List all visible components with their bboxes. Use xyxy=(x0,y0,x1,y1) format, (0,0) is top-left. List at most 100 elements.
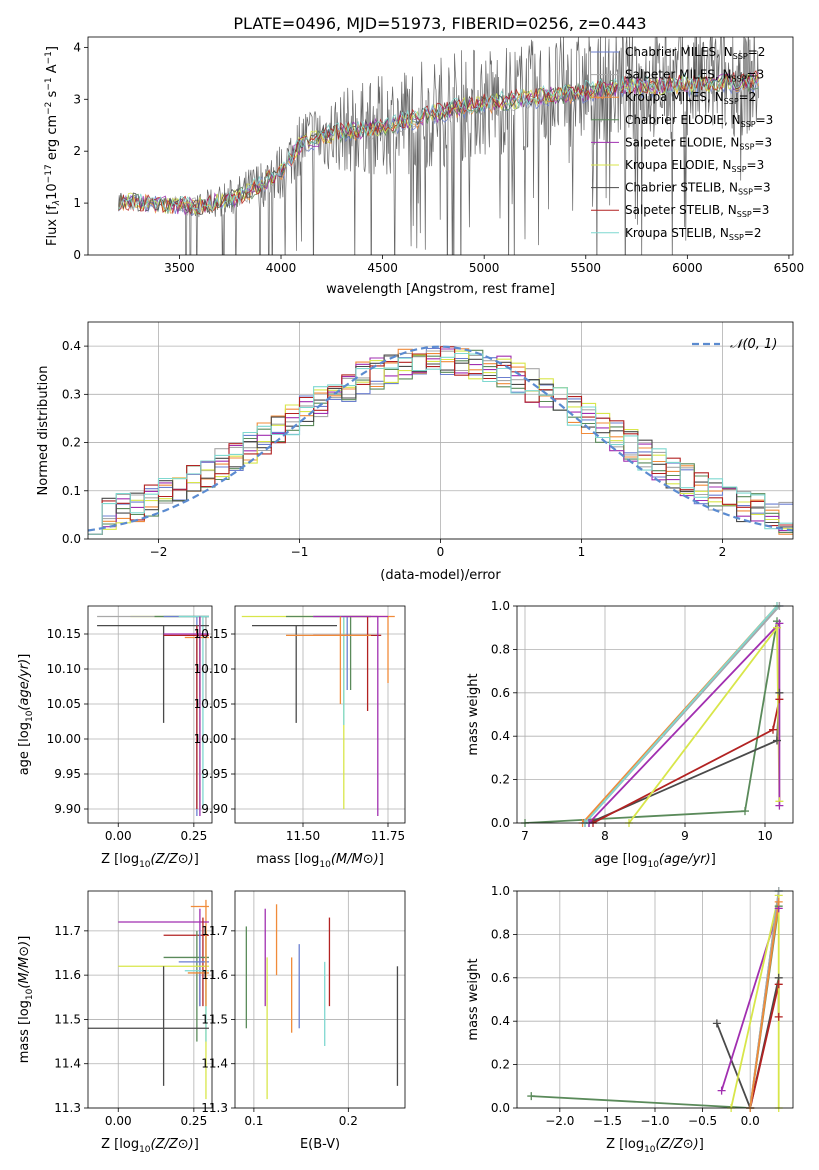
y-tick-label: 0.8 xyxy=(491,927,510,941)
y-tick-label: 11.5 xyxy=(201,1012,228,1026)
mass-weight-marker xyxy=(775,619,784,628)
y-tick-label: 4 xyxy=(73,40,81,54)
x-tick-label: −0.5 xyxy=(688,1114,717,1128)
y-tick-label: 11.6 xyxy=(54,968,81,982)
legend-entry: Chabrier ELODIE, NSSP=3 xyxy=(625,113,773,129)
y-tick-label: 0.2 xyxy=(491,1058,510,1072)
x-axis-label: age [log10(age/yr)] xyxy=(594,852,716,870)
x-tick-label: 0.00 xyxy=(105,1114,132,1128)
x-tick-label: 0.25 xyxy=(180,1114,207,1128)
mass-weight-vs-metallicity-panel: −2.0 −1.5 −1.0 −0.5 0.0 0.0 0.2 0.4 0.6 0.8 1.0 Z [… xyxy=(466,884,794,1155)
legend-entry: Salpeter ELODIE, NSSP=3 xyxy=(625,135,772,151)
y-tick-label: 10.00 xyxy=(47,732,81,746)
residual-histogram xyxy=(88,352,793,535)
x-axis-label: mass [log10(M/M⊙)] xyxy=(256,852,384,870)
x-tick-label: 0.00 xyxy=(105,829,132,843)
x-tick-label: 1 xyxy=(578,545,586,559)
y-tick-label: 10.15 xyxy=(47,627,81,641)
y-axis-label: mass [log10(M/M⊙)] xyxy=(17,936,35,1064)
x-tick-label: 4000 xyxy=(266,261,297,275)
x-tick-label: 6500 xyxy=(774,261,805,275)
mass-weight-marker xyxy=(775,695,784,704)
x-axis-label: Z [log10(Z/Z⊙)] xyxy=(101,852,199,870)
y-tick-label: 11.6 xyxy=(201,968,228,982)
mass-weight-line xyxy=(584,606,778,823)
x-tick-label: 5500 xyxy=(570,261,601,275)
model-spectrum-line xyxy=(118,70,759,216)
y-tick-label: 10.10 xyxy=(194,662,228,676)
y-axis-label: Flux [fλ10−17 erg cm−2 s−1 A−1] xyxy=(44,46,62,246)
y-tick-label: 0.4 xyxy=(491,729,510,743)
mass-weight-line xyxy=(588,621,781,823)
legend-entry: Chabrier MILES, NSSP=2 xyxy=(625,45,765,61)
x-tick-label: 11.75 xyxy=(371,829,405,843)
y-tick-label: 9.90 xyxy=(54,802,81,816)
mass-weight-marker xyxy=(774,980,783,989)
mass-vs-ebv-panel: 0.1 0.2 11.3 11.4 11.5 11.6 11.7 E(B-V) xyxy=(201,890,406,1152)
age-vs-mass-panel: 11.50 11.75 9.90 9.95 10.00 10.05 10.10 10.15 ma… xyxy=(194,605,406,870)
y-tick-label: 1.0 xyxy=(491,599,510,613)
y-tick-label: 0.0 xyxy=(491,816,510,830)
model-spectrum-line xyxy=(118,72,759,214)
y-tick-label: 10.15 xyxy=(194,627,228,641)
plot-area xyxy=(88,345,793,535)
mass-weight-marker xyxy=(774,897,783,906)
plot-area xyxy=(531,891,780,1108)
plot-area xyxy=(524,606,781,823)
plot-area xyxy=(97,615,209,816)
legend-entry: Chabrier STELIB, NSSP=3 xyxy=(625,181,771,197)
x-tick-label: 10 xyxy=(757,829,772,843)
y-tick-label: 2 xyxy=(73,144,81,158)
normal-reference-curve xyxy=(88,345,793,532)
axes-frame xyxy=(87,605,213,824)
axes-frame xyxy=(87,890,213,1109)
axes-frame xyxy=(516,890,794,1109)
x-tick-label: 0 xyxy=(437,545,445,559)
y-tick-label: 11.3 xyxy=(201,1101,228,1115)
x-axis-label: Z [log10(Z/Z⊙)] xyxy=(101,1137,199,1155)
mass-weight-line xyxy=(716,977,780,1108)
y-tick-label: 10.00 xyxy=(194,732,228,746)
y-tick-label: 1 xyxy=(73,196,81,210)
legend-entry: Kroupa MILES, NSSP=2 xyxy=(625,90,756,106)
x-tick-label: 0.1 xyxy=(244,1114,263,1128)
y-tick-label: 10.05 xyxy=(194,697,228,711)
legend-entry: Kroupa STELIB, NSSP=2 xyxy=(625,226,762,242)
y-tick-label: 0.2 xyxy=(491,773,510,787)
y-tick-label: 0.2 xyxy=(62,436,81,450)
y-tick-label: 0.6 xyxy=(491,971,510,985)
y-tick-label: 0.8 xyxy=(491,642,510,656)
y-tick-label: 0 xyxy=(73,248,81,262)
y-tick-label: 0.0 xyxy=(491,1101,510,1115)
axes-frame xyxy=(516,605,794,824)
x-axis-label: wavelength [Angstrom, rest frame] xyxy=(326,282,555,297)
legend-entry: Salpeter MILES, NSSP=3 xyxy=(625,68,764,84)
mass-weight-marker xyxy=(741,807,749,816)
x-axis-label: Z [log10(Z/Z⊙)] xyxy=(606,1137,704,1155)
mass-weight-marker xyxy=(717,1086,726,1095)
figure-title: PLATE=0496, MJD=51973, FIBERID=0256, z=0… xyxy=(233,14,646,33)
x-tick-label: −1 xyxy=(291,545,309,559)
x-tick-label: 9 xyxy=(681,829,689,843)
y-tick-label: 11.7 xyxy=(201,924,228,938)
spectrum-panel: 3500 4000 4500 5000 5500 6000 6500 0 1 2 3 4 Chabrie… xyxy=(44,36,805,297)
y-tick-label: 0.3 xyxy=(62,387,81,401)
plot-area xyxy=(241,615,395,816)
x-tick-label: −2.0 xyxy=(545,1114,574,1128)
residual-histogram xyxy=(88,346,793,535)
axes-frame xyxy=(87,36,794,256)
mass-weight-marker xyxy=(775,801,784,810)
x-axis-label: (data-model)/error xyxy=(380,568,501,583)
y-tick-label: 10.05 xyxy=(47,697,81,711)
y-tick-label: 10.10 xyxy=(47,662,81,676)
mass-weight-marker xyxy=(769,725,777,734)
x-tick-label: 0.25 xyxy=(180,829,207,843)
plot-area xyxy=(88,899,209,1100)
legend: Chabrier MILES, NSSP=2 Salpeter MILES, NS… xyxy=(591,45,773,242)
model-spectrum-line xyxy=(118,72,759,215)
residuals-panel: −2 −1 0 1 2 0.0 0.1 0.2 0.3 0.4 𝒩(0, 1) (data-model… xyxy=(36,321,794,583)
y-tick-label: 1.0 xyxy=(491,884,510,898)
y-tick-label: 0.4 xyxy=(491,1014,510,1028)
model-spectrum-line xyxy=(118,73,759,215)
